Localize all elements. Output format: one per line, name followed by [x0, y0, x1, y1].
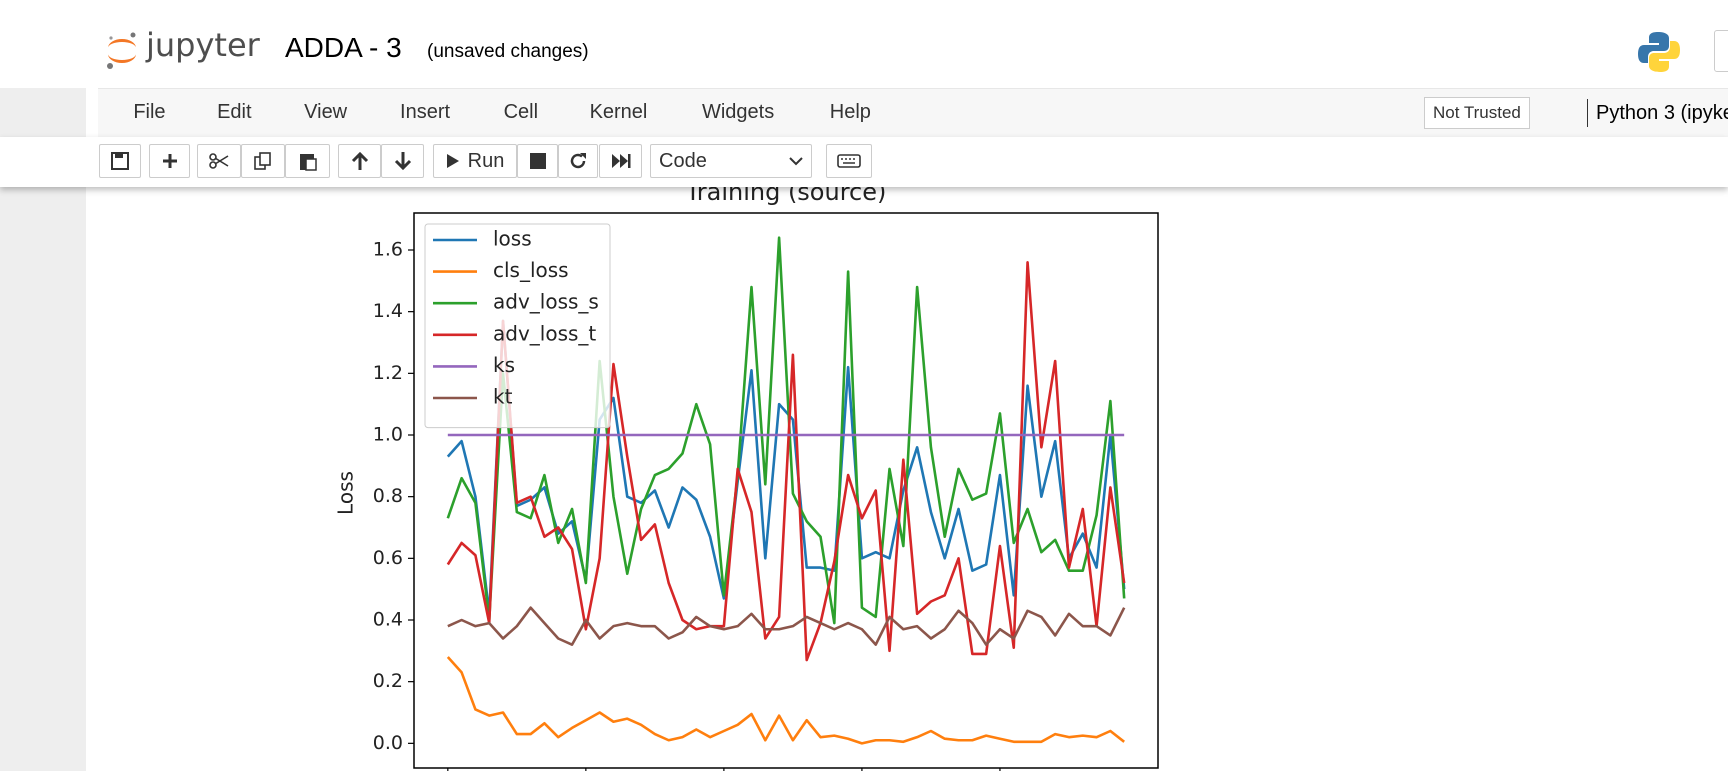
legend-label: adv_loss_t — [493, 321, 596, 345]
legend-label: ks — [493, 353, 515, 377]
y-tick-label: 1.2 — [373, 362, 403, 384]
y-axis-label: Loss — [334, 471, 358, 515]
y-tick-label: 0.6 — [373, 547, 403, 569]
move-down-button[interactable] — [381, 144, 424, 178]
user-box[interactable] — [1714, 30, 1728, 72]
legend-box — [424, 223, 611, 429]
series-line — [447, 606, 1126, 646]
y-tick-label: 0.4 — [373, 609, 403, 631]
menu-item[interactable]: Help — [829, 101, 871, 123]
run-button[interactable]: Run — [433, 144, 517, 178]
y-tick-label: 1.6 — [373, 239, 403, 261]
menu-item[interactable]: Insert — [400, 101, 451, 123]
save-status: (unsaved changes) — [427, 41, 589, 62]
restart-run-all-button[interactable] — [599, 144, 642, 178]
copy-button[interactable] — [241, 144, 285, 178]
toolbar: Run Code — [0, 137, 1728, 187]
jupyter-logo-text: jupyter — [146, 26, 260, 64]
y-tick-label: 0.2 — [373, 670, 403, 692]
menu-item[interactable]: Edit — [217, 101, 252, 123]
notebook-title[interactable]: ADDA - 3 — [285, 32, 402, 63]
legend-label: adv_loss_s — [493, 290, 599, 314]
cell-type-select[interactable]: Code — [650, 144, 812, 178]
save-button[interactable] — [99, 144, 141, 178]
menu-item[interactable]: View — [304, 101, 348, 123]
y-tick-label: 1.4 — [373, 300, 403, 322]
kernel-indicator: Python 3 (ipyke — [1587, 99, 1728, 127]
cell-type-label: Code — [659, 149, 707, 172]
menu-item[interactable]: File — [133, 101, 166, 123]
series-line — [446, 656, 1125, 745]
legend-label: loss — [493, 227, 532, 251]
y-tick-label: 1.0 — [373, 424, 403, 446]
legend-label: cls_loss — [493, 258, 569, 282]
run-label: Run — [467, 149, 505, 172]
header: jupyter ADDA - 3 (unsaved changes) — [0, 0, 1728, 88]
restart-button[interactable] — [558, 144, 598, 178]
python-logo — [1638, 32, 1680, 72]
trust-indicator[interactable]: Not Trusted — [1424, 97, 1530, 129]
jupyter-logo-icon — [107, 32, 136, 69]
y-tick-label: 0.8 — [373, 485, 403, 507]
menu-item[interactable]: Widgets — [701, 101, 775, 123]
menu-item[interactable]: Cell — [503, 101, 539, 123]
series-line — [446, 261, 1126, 662]
plot-area — [446, 236, 1126, 745]
legend-label: kt — [493, 385, 513, 409]
series-line — [446, 236, 1126, 625]
move-up-button[interactable] — [338, 144, 381, 178]
axes-frame — [413, 212, 1159, 769]
command-palette-button[interactable] — [826, 144, 872, 178]
menu-item[interactable]: Kernel — [589, 101, 648, 123]
axes: 0.0 0.2 0.4 0.6 0.8 1.0 1.2 1.4 1.6 loss cls_lossa… — [373, 212, 1159, 771]
cut-button[interactable] — [197, 144, 241, 178]
insert-cell-button[interactable] — [149, 144, 190, 178]
stop-button[interactable] — [517, 144, 558, 178]
y-tick-label: 0.0 — [373, 732, 403, 754]
paste-button[interactable] — [285, 144, 330, 178]
menu-bar: Not Trusted Python 3 (ipyke File Edit View… — [98, 88, 1728, 138]
